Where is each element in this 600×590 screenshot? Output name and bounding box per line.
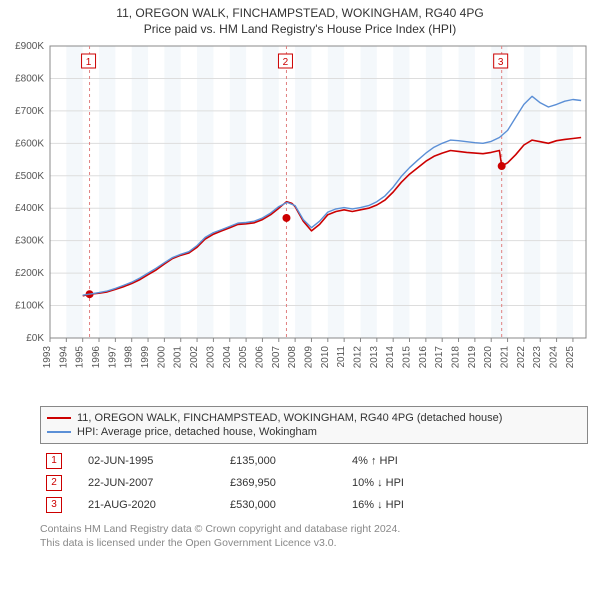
events-table: 1 02-JUN-1995 £135,000 4% ↑ HPI 2 22-JUN…: [40, 450, 588, 516]
event-marker: 2: [46, 475, 62, 491]
event-delta: 4% ↑ HPI: [346, 450, 588, 472]
svg-text:£100K: £100K: [15, 301, 44, 312]
event-date: 22-JUN-2007: [82, 472, 224, 494]
svg-text:2012: 2012: [352, 346, 363, 369]
svg-text:2000: 2000: [156, 346, 167, 369]
legend-label: 11, OREGON WALK, FINCHAMPSTEAD, WOKINGHA…: [77, 412, 502, 424]
svg-text:2005: 2005: [238, 346, 249, 369]
event-price: £369,950: [224, 472, 346, 494]
chart-svg: £0K £100K £200K £300K £400K £500K £600K £700K £8…: [0, 38, 600, 398]
event-price: £530,000: [224, 494, 346, 516]
chart-area: £0K £100K £200K £300K £400K £500K £600K £700K £8…: [0, 38, 600, 398]
svg-text:2007: 2007: [271, 346, 282, 369]
event-date: 02-JUN-1995: [82, 450, 224, 472]
footer-line: This data is licensed under the Open Gov…: [40, 536, 588, 550]
svg-text:2014: 2014: [385, 346, 396, 369]
svg-text:£500K: £500K: [15, 171, 44, 182]
svg-text:£700K: £700K: [15, 106, 44, 117]
event-date: 21-AUG-2020: [82, 494, 224, 516]
svg-text:2017: 2017: [434, 346, 445, 369]
footer: Contains HM Land Registry data © Crown c…: [40, 522, 588, 550]
svg-text:2020: 2020: [483, 346, 494, 369]
svg-text:£900K: £900K: [15, 41, 44, 52]
legend-swatch: [47, 431, 71, 433]
chart-titles: 11, OREGON WALK, FINCHAMPSTEAD, WOKINGHA…: [0, 0, 600, 38]
svg-text:1994: 1994: [58, 346, 69, 369]
svg-text:2021: 2021: [500, 346, 511, 369]
svg-text:£600K: £600K: [15, 138, 44, 149]
svg-text:2011: 2011: [336, 346, 347, 368]
event-marker: 3: [46, 497, 62, 513]
event-row: 3 21-AUG-2020 £530,000 16% ↓ HPI: [40, 494, 588, 516]
event-marker: 1: [46, 453, 62, 469]
svg-text:2019: 2019: [467, 346, 478, 369]
svg-text:£200K: £200K: [15, 268, 44, 279]
legend-row: 11, OREGON WALK, FINCHAMPSTEAD, WOKINGHA…: [47, 411, 581, 425]
footer-line: Contains HM Land Registry data © Crown c…: [40, 522, 588, 536]
svg-text:1996: 1996: [91, 346, 102, 369]
legend-swatch: [47, 417, 71, 419]
svg-text:1999: 1999: [140, 346, 151, 369]
event-price: £135,000: [224, 450, 346, 472]
svg-text:2008: 2008: [287, 346, 298, 369]
svg-text:1995: 1995: [75, 346, 86, 369]
event-delta: 16% ↓ HPI: [346, 494, 588, 516]
svg-text:1998: 1998: [124, 346, 135, 369]
title-sub: Price paid vs. HM Land Registry's House …: [4, 22, 596, 36]
svg-text:2018: 2018: [451, 346, 462, 369]
legend-row: HPI: Average price, detached house, Woki…: [47, 425, 581, 439]
svg-text:2009: 2009: [303, 346, 314, 369]
svg-text:1: 1: [86, 57, 92, 68]
event-delta: 10% ↓ HPI: [346, 472, 588, 494]
svg-text:£0K: £0K: [26, 333, 44, 344]
title-main: 11, OREGON WALK, FINCHAMPSTEAD, WOKINGHA…: [4, 6, 596, 20]
svg-text:2022: 2022: [516, 346, 527, 369]
svg-text:2001: 2001: [173, 346, 184, 369]
svg-text:1993: 1993: [42, 346, 53, 369]
event-row: 2 22-JUN-2007 £369,950 10% ↓ HPI: [40, 472, 588, 494]
svg-text:2002: 2002: [189, 346, 200, 369]
svg-text:2025: 2025: [565, 346, 576, 369]
svg-text:2004: 2004: [222, 346, 233, 369]
svg-text:3: 3: [498, 57, 504, 68]
svg-text:£800K: £800K: [15, 73, 44, 84]
svg-text:1997: 1997: [107, 346, 118, 369]
svg-text:£300K: £300K: [15, 236, 44, 247]
svg-text:2023: 2023: [532, 346, 543, 369]
legend: 11, OREGON WALK, FINCHAMPSTEAD, WOKINGHA…: [40, 406, 588, 444]
legend-label: HPI: Average price, detached house, Woki…: [77, 426, 317, 438]
svg-text:2: 2: [283, 57, 289, 68]
svg-text:2010: 2010: [320, 346, 331, 369]
event-row: 1 02-JUN-1995 £135,000 4% ↑ HPI: [40, 450, 588, 472]
svg-text:2003: 2003: [205, 346, 216, 369]
svg-text:£400K: £400K: [15, 203, 44, 214]
svg-text:2024: 2024: [549, 346, 560, 369]
svg-text:2016: 2016: [418, 346, 429, 369]
svg-text:2006: 2006: [254, 346, 265, 369]
svg-text:2015: 2015: [402, 346, 413, 369]
svg-text:2013: 2013: [369, 346, 380, 369]
